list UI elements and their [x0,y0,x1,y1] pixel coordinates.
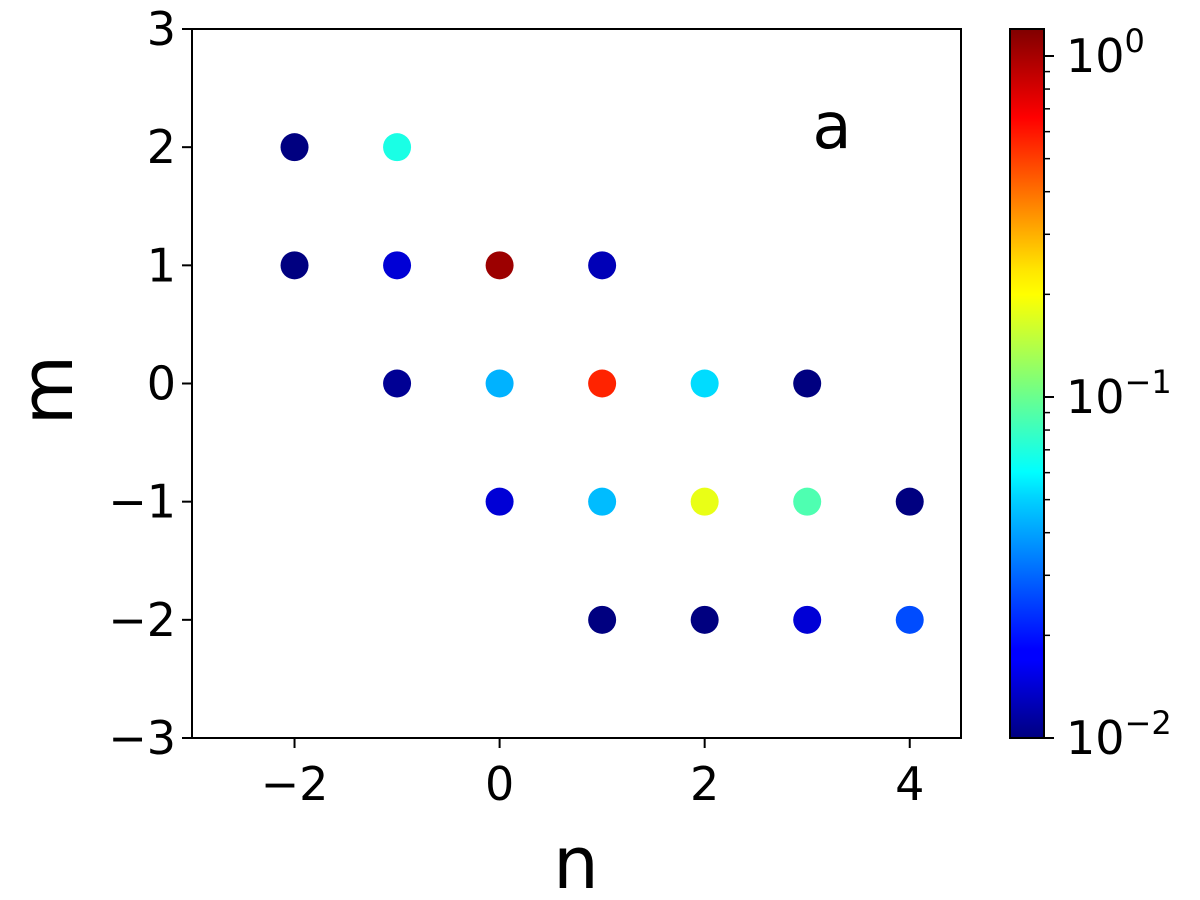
tick-base: 10 [1066,711,1125,765]
tick-base: 10 [1066,29,1125,83]
point [485,369,514,398]
y-tick-label: −3 [108,711,176,765]
tick-exponent: −1 [1125,363,1172,401]
tick-exponent: 0 [1125,22,1145,60]
point [588,487,617,516]
y-axis-label: m [5,355,89,425]
tick-base: 10 [1066,370,1125,424]
point [793,487,822,516]
point [588,251,617,280]
x-tick-label: −2 [261,757,329,811]
point [485,487,514,516]
point [793,605,822,634]
point [895,605,924,634]
point [383,369,412,398]
colorbar-tick-label: 100 [1066,22,1145,83]
point [588,369,617,398]
x-tick-label: 0 [485,757,514,811]
x-axis-label: n [553,821,599,900]
x-tick-label: 2 [690,757,719,811]
colorbar [1009,28,1045,739]
y-tick-label: 0 [147,357,176,411]
point [588,605,617,634]
annotation: a [812,90,851,164]
tick-exponent: −2 [1125,704,1172,742]
point [280,251,309,280]
y-tick-label: 2 [147,120,176,174]
y-tick-label: −1 [108,475,176,529]
point [895,487,924,516]
point [793,369,822,398]
colorbar-tick-label: 10−2 [1066,704,1172,765]
point [690,487,719,516]
point [690,369,719,398]
point [280,133,309,162]
colorbar-tick-label: 10−1 [1066,363,1172,424]
point [690,605,719,634]
y-tick-label: 1 [147,238,176,292]
y-tick-label: 3 [147,2,176,56]
y-tick-label: −2 [108,593,176,647]
point [383,251,412,280]
point [383,133,412,162]
point [485,251,514,280]
x-tick-label: 4 [895,757,924,811]
